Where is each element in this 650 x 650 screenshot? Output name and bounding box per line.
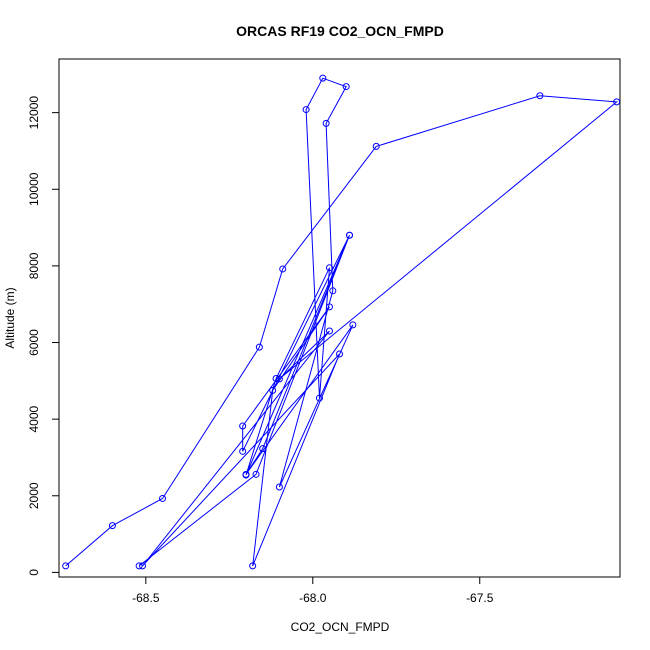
data-point [372, 142, 380, 150]
x-axis-label: CO2_OCN_FMPD [291, 620, 390, 634]
data-point [325, 264, 333, 272]
data-point [252, 470, 260, 478]
data-point [275, 375, 283, 383]
data-point [138, 562, 146, 570]
y-tick-label: 8000 [27, 252, 41, 279]
x-tick-label: -68.5 [132, 591, 160, 605]
y-tick-label: 0 [27, 569, 41, 576]
y-tick-label: 4000 [27, 405, 41, 432]
data-point [239, 447, 247, 455]
data-point [279, 265, 287, 273]
data-point [275, 483, 283, 491]
data-point [135, 562, 143, 570]
y-tick-label: 12000 [27, 96, 41, 130]
data-point [613, 98, 621, 106]
data-point [342, 83, 350, 91]
data-point [336, 350, 343, 358]
plot-frame [58, 58, 621, 578]
series-line [65, 77, 618, 567]
data-point [62, 562, 70, 570]
y-tick-label: 2000 [27, 482, 41, 509]
data-point [239, 422, 247, 430]
data-point [159, 494, 167, 502]
data-point [315, 394, 323, 402]
data-point [325, 327, 333, 335]
data-point [259, 445, 267, 453]
data-point [322, 119, 330, 127]
data-point [242, 470, 250, 478]
data-point [269, 386, 277, 394]
data-point [325, 303, 333, 311]
data-point [108, 522, 116, 530]
data-point [536, 92, 544, 100]
x-tick-label: -68.0 [299, 591, 327, 605]
chart-title: ORCAS RF19 CO2_OCN_FMPD [236, 23, 444, 39]
data-point [249, 562, 257, 570]
data-point [272, 375, 280, 383]
data-point [302, 106, 310, 114]
data-point [255, 343, 263, 351]
data-point [349, 321, 357, 329]
data-point [319, 74, 327, 82]
y-tick-label: 10000 [27, 172, 41, 206]
y-tick-label: 6000 [27, 329, 41, 356]
data-point [346, 231, 354, 239]
x-tick-label: -67.5 [466, 591, 494, 605]
y-axis-label: Altitude (m) [3, 287, 17, 348]
plot-area: -68.5 -68.0 -67.5 0 2000 4000 6000 8000 10000 120… [27, 58, 621, 605]
data-point [329, 287, 337, 295]
